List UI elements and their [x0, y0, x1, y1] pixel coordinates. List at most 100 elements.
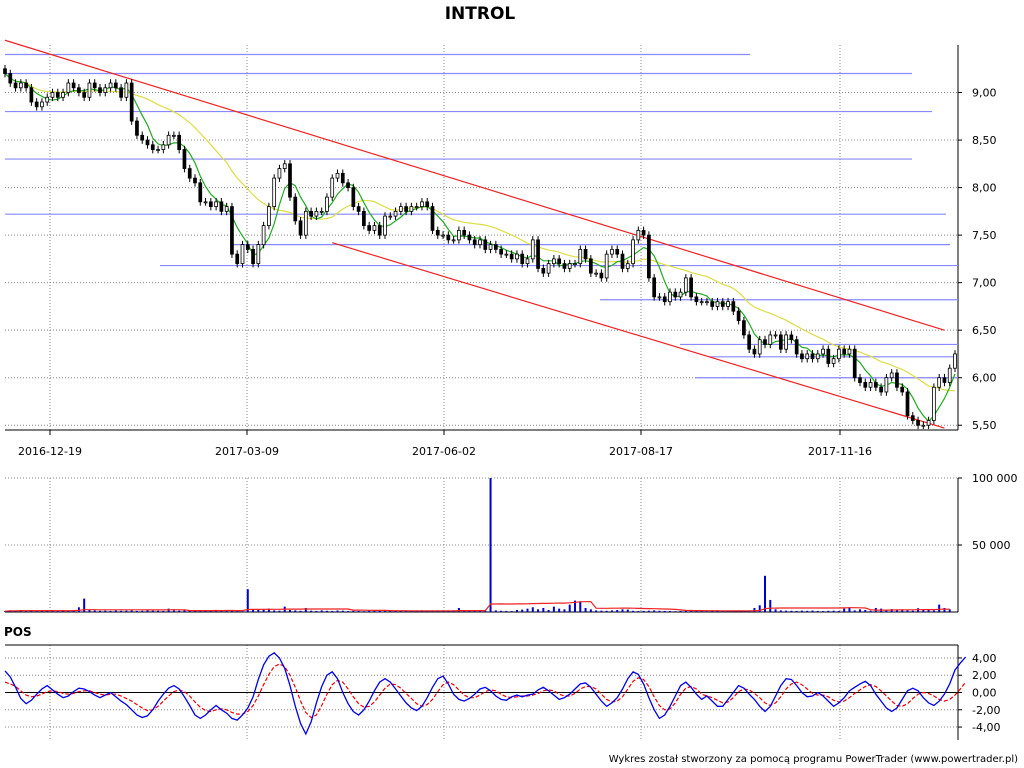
candle-body-159 [842, 348, 847, 355]
candle-body-87 [462, 229, 467, 236]
candle-body-15 [82, 92, 87, 98]
candle-body-59 [314, 210, 319, 217]
volume-bar-178 [943, 607, 946, 612]
candle-body-25 [135, 120, 139, 136]
volume-bar-20 [109, 610, 112, 612]
volume-bar-143 [758, 605, 761, 612]
volume-bar-162 [859, 609, 861, 612]
candle-body-123 [652, 277, 657, 298]
volume-bar-72 [384, 611, 386, 612]
volume-bar-102 [542, 607, 545, 612]
volume-bar-87 [463, 610, 466, 612]
volume-bar-65 [347, 611, 350, 612]
candle-body-11 [61, 92, 65, 98]
volume-bar-113 [600, 610, 603, 612]
volume-bar-150 [795, 610, 798, 612]
volume-bar-17 [93, 610, 96, 612]
candle-body-83 [441, 234, 445, 237]
volume-bar-66 [352, 610, 355, 612]
volume-bar-12 [67, 610, 70, 612]
candle-body-90 [478, 239, 482, 246]
volume-bar-19 [104, 610, 107, 612]
candle-body-163 [863, 382, 868, 388]
volume-bar-55 [294, 610, 297, 612]
volume-bar-126 [669, 611, 671, 612]
pos-signal-line [4, 663, 967, 719]
volume-bar-145 [769, 599, 772, 612]
volume-bar-59 [315, 610, 318, 612]
candle-body-79 [420, 201, 424, 208]
candle-body-77 [409, 206, 414, 212]
candle-body-127 [673, 291, 678, 298]
price-xtick-label-3: 2017-08-17 [609, 445, 673, 458]
candle-body-38 [203, 201, 208, 204]
volume-bar-170 [901, 609, 904, 612]
candle-body-33 [177, 134, 182, 150]
candle-body-91 [483, 239, 488, 250]
volume-bar-119 [632, 610, 635, 612]
candle-body-142 [752, 348, 757, 355]
price-panel: 9,00 8,50 8,00 7,50 7,00 6,50 6,00 5,50 2016-12-… [3, 39, 997, 458]
candle-body-98 [520, 253, 525, 265]
candle-body-94 [499, 248, 503, 255]
candle-body-137 [726, 301, 730, 307]
chart-title: INTROL [445, 4, 516, 24]
volume-bar-64 [341, 610, 344, 612]
candle-body-5 [29, 87, 34, 103]
candle-body-114 [604, 253, 609, 279]
volume-bar-45 [241, 611, 244, 612]
candle-body-164 [868, 382, 873, 388]
volume-bar-115 [610, 610, 613, 612]
volume-bar-179 [948, 609, 951, 612]
candle-body-67 [356, 206, 361, 212]
volume-bar-25 [135, 610, 138, 612]
candle-body-161 [852, 348, 857, 379]
candle-body-60 [319, 210, 324, 213]
volume-bar-131 [695, 610, 698, 612]
candle-body-66 [351, 187, 356, 208]
volume-bar-169 [895, 609, 898, 612]
volume-bar-174 [922, 609, 925, 612]
volume-bar-69 [368, 610, 371, 612]
volume-bar-68 [362, 611, 365, 612]
volume-bar-105 [558, 608, 561, 612]
candle-body-113 [599, 272, 604, 279]
volume-bar-40 [215, 610, 218, 612]
candle-body-126 [668, 291, 672, 303]
volume-bar-125 [663, 610, 666, 612]
volume-bar-51 [273, 610, 276, 612]
candle-body-84 [446, 234, 451, 241]
candle-body-23 [124, 82, 129, 98]
candle-body-169 [895, 372, 899, 388]
volume-bar-2 [14, 610, 17, 612]
volume-bar-60 [320, 610, 323, 612]
candle-body-155 [821, 348, 825, 355]
volume-bar-129 [684, 610, 687, 612]
pos-panel-title: POS [4, 625, 32, 639]
candle-body-10 [55, 92, 60, 98]
candle-body-116 [615, 248, 620, 255]
volume-bar-159 [843, 608, 846, 612]
volume-bar-158 [837, 610, 840, 612]
candle-body-171 [905, 391, 910, 417]
candle-body-3 [18, 82, 23, 89]
volume-bar-39 [209, 610, 212, 612]
volume-bar-156 [827, 610, 830, 612]
volume-bar-146 [774, 609, 777, 612]
volume-bar-46 [246, 589, 249, 612]
candle-body-99 [525, 258, 530, 265]
candle-body-130 [689, 277, 693, 298]
price-xtick-label-2: 2017-06-02 [412, 445, 476, 458]
volume-bar-24 [130, 610, 133, 612]
candle-body-108 [573, 263, 577, 266]
candle-body-7 [40, 101, 44, 108]
volume-bar-32 [172, 610, 175, 612]
candle-body-172 [910, 415, 915, 421]
volume-bar-50 [267, 608, 270, 612]
candle-body-58 [309, 210, 313, 217]
volume-bar-56 [299, 610, 302, 612]
candle-body-20 [108, 82, 113, 89]
volume-bar-172 [911, 610, 914, 612]
candle-body-71 [377, 225, 382, 236]
